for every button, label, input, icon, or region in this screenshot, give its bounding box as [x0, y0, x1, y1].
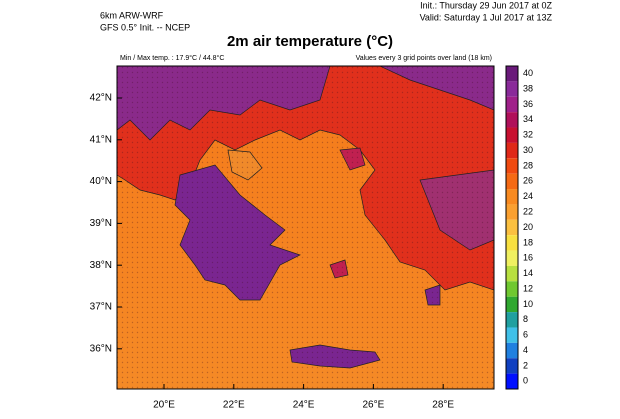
lon-label: 20°E	[153, 400, 175, 411]
lat-label: 39°N	[90, 218, 112, 229]
lat-label: 37°N	[90, 302, 112, 313]
colorbar-swatch	[506, 296, 518, 313]
colorbar-swatch	[506, 312, 518, 328]
colorbar-swatch	[506, 235, 518, 251]
colorbar-label: 4	[523, 345, 528, 355]
lat-label: 41°N	[90, 134, 112, 145]
colorbar-label: 6	[523, 330, 528, 340]
init-label: Init.: Thursday 29 Jun 2017 at 0Z	[420, 0, 552, 10]
colorbar-swatch	[506, 96, 518, 113]
colorbar-label: 0	[523, 376, 528, 386]
map-frame	[116, 65, 495, 390]
lat-label: 38°N	[90, 260, 112, 271]
minmax-label: Min / Max temp. : 17.9°C / 44.8°C	[120, 54, 224, 62]
valid-label: Valid: Saturday 1 Jul 2017 at 13Z	[420, 12, 553, 22]
colorbar-swatch	[506, 219, 518, 236]
colorbar-label: 20	[523, 222, 533, 232]
colorbar-swatch	[506, 358, 518, 374]
colorbar-label: 40	[523, 68, 533, 78]
note-label: Values every 3 grid points over land (18…	[356, 55, 492, 62]
colorbar-label: 22	[523, 206, 533, 216]
colorbar-swatch	[506, 127, 518, 143]
colorbar-swatch	[506, 281, 518, 297]
model-label: 6km ARW-WRF	[100, 10, 164, 20]
colorbar-label: 28	[523, 160, 533, 170]
colorbar-label: 16	[523, 253, 533, 263]
colorbar-swatch	[506, 189, 518, 205]
source-label: GFS 0.5° Init. -- NCEP	[100, 22, 190, 32]
lon-label: 26°E	[363, 400, 385, 411]
lat-label: 42°N	[90, 93, 112, 104]
colorbar-label: 34	[523, 114, 533, 124]
colorbar-swatch	[506, 250, 518, 266]
colorbar-swatch	[506, 373, 518, 389]
colorbar-label: 26	[523, 176, 533, 186]
colorbar-label: 36	[523, 99, 533, 109]
colorbar-swatch	[506, 342, 518, 359]
colorbar-swatch	[506, 81, 518, 97]
colorbar-swatch	[506, 142, 518, 159]
colorbar-label: 38	[523, 83, 533, 93]
colorbar-label: 32	[523, 130, 533, 140]
colorbar-swatch	[506, 112, 518, 128]
colorbar-label: 2	[523, 360, 528, 370]
axes: 42°N 41°N 40°N 39°N 38°N 37°N 36°N 20°E 22°E 24°E…	[90, 93, 455, 411]
colorbar-label: 8	[523, 314, 528, 324]
colorbar-swatch	[506, 265, 518, 282]
colorbar-frame	[505, 65, 519, 390]
colorbar-swatch	[506, 327, 518, 343]
lon-label: 22°E	[223, 400, 245, 411]
colorbar-label: 18	[523, 237, 533, 247]
map-title: 2m air temperature (°C)	[227, 33, 393, 50]
grid-points	[117, 66, 494, 389]
colorbar-swatch	[506, 158, 518, 174]
lat-label: 36°N	[90, 343, 112, 354]
colorbar-label: 24	[523, 191, 533, 201]
map	[117, 66, 494, 389]
lon-label: 28°E	[432, 400, 454, 411]
colorbar-label: 30	[523, 145, 533, 155]
colorbar-swatch	[506, 173, 518, 190]
colorbar-label: 14	[523, 268, 533, 278]
colorbar-label: 10	[523, 299, 533, 309]
colorbar-swatch	[506, 204, 518, 220]
lon-label: 24°E	[293, 400, 315, 411]
colorbar-swatch	[506, 66, 518, 82]
lat-label: 40°N	[90, 176, 112, 187]
colorbar-label: 12	[523, 283, 533, 293]
